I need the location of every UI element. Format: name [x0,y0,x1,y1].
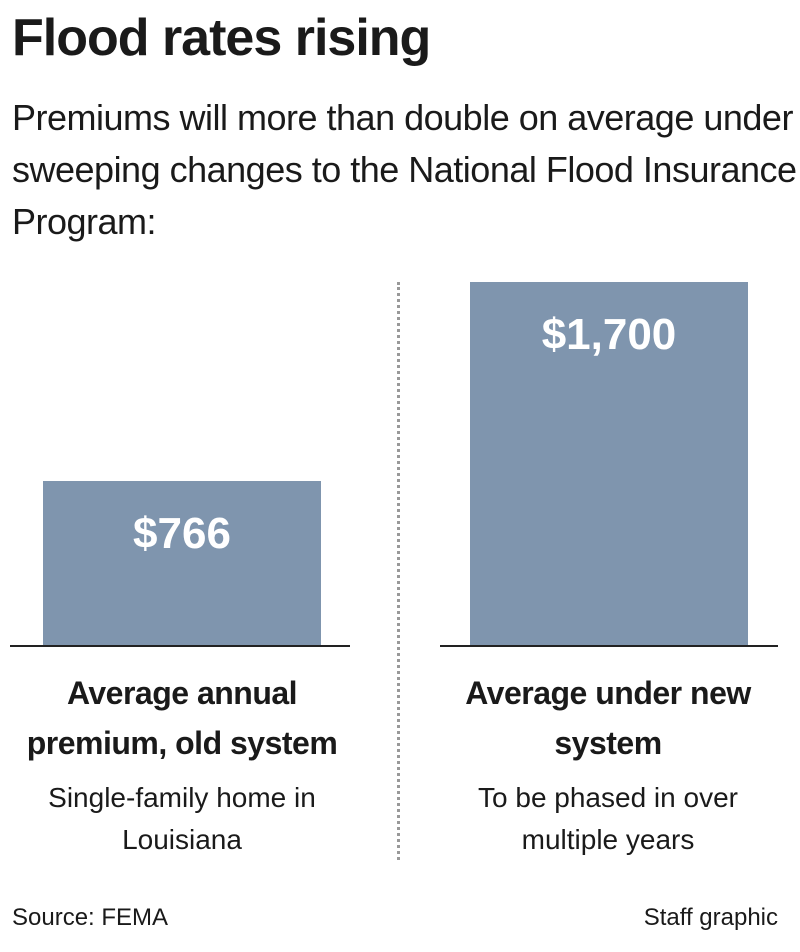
credit: Staff graphic [643,904,778,931]
category-note: To be phased in over multiple years [478,782,738,855]
category-label: Average under new system [465,675,751,761]
bar [470,282,748,645]
category-label: Average annual premium, old system [26,675,338,761]
baseline [440,645,778,647]
chart-title: Flood rates rising [12,9,431,67]
value-label: $766 [133,509,231,559]
category-note: Single-family home in Louisiana [48,782,316,855]
bar [43,481,321,645]
baseline [10,645,350,647]
source: Source: FEMA [12,904,169,931]
chart-subtitle: Premiums will more than double on averag… [12,97,797,242]
value-label: $1,700 [541,310,677,359]
divider [397,282,400,860]
